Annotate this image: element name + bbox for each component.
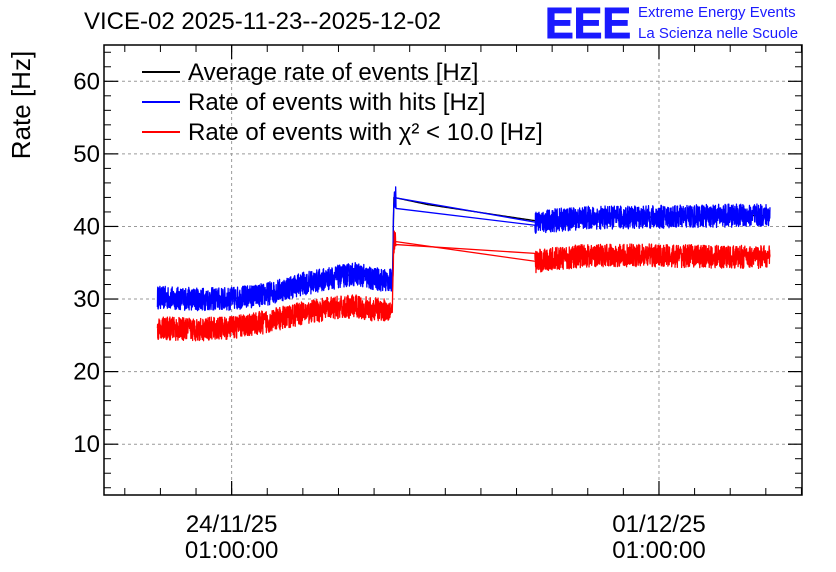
data-series (156, 186, 771, 342)
series-line (156, 186, 771, 312)
y-tick-label: 20 (73, 359, 100, 386)
chart-title: VICE-02 2025-11-23--2025-12-02 (84, 8, 442, 35)
y-tick-label: 50 (73, 141, 100, 168)
legend: Average rate of events [Hz] Rate of event… (142, 59, 543, 146)
plot-background (104, 45, 802, 495)
series-gap-connector (395, 197, 536, 223)
x-tick-label-date: 01/12/25 (612, 511, 705, 538)
series-gap-connector (395, 241, 535, 262)
x-tick-label-time: 01:00:00 (612, 537, 705, 564)
y-tick-label: 10 (73, 431, 100, 458)
y-tick-label: 40 (73, 213, 100, 240)
y-tick-label: 30 (73, 286, 100, 313)
eee-logo: EEE (545, 2, 632, 46)
legend-entry: Average rate of events [Hz] (188, 59, 478, 86)
x-tick-label-time: 01:00:00 (185, 537, 278, 564)
series-line (156, 230, 771, 342)
x-tick-label-date: 24/11/25 (186, 511, 278, 538)
axis-ticks (104, 45, 802, 495)
tick-labels: 10203040506024/11/2501:00:0001/12/2501:0… (73, 68, 705, 564)
y-tick-label: 60 (73, 68, 100, 95)
logo-mark: EEE (545, 2, 631, 46)
legend-entry: Rate of events with hits [Hz] (188, 89, 485, 116)
legend-entry: Rate of events with χ² < 10.0 [Hz] (188, 119, 543, 146)
logo-caption-line1: Extreme Energy Events (638, 4, 796, 21)
logo-caption-line2: La Scienza nelle Scuole (638, 25, 799, 42)
y-axis-label: Rate [Hz] (6, 51, 36, 159)
